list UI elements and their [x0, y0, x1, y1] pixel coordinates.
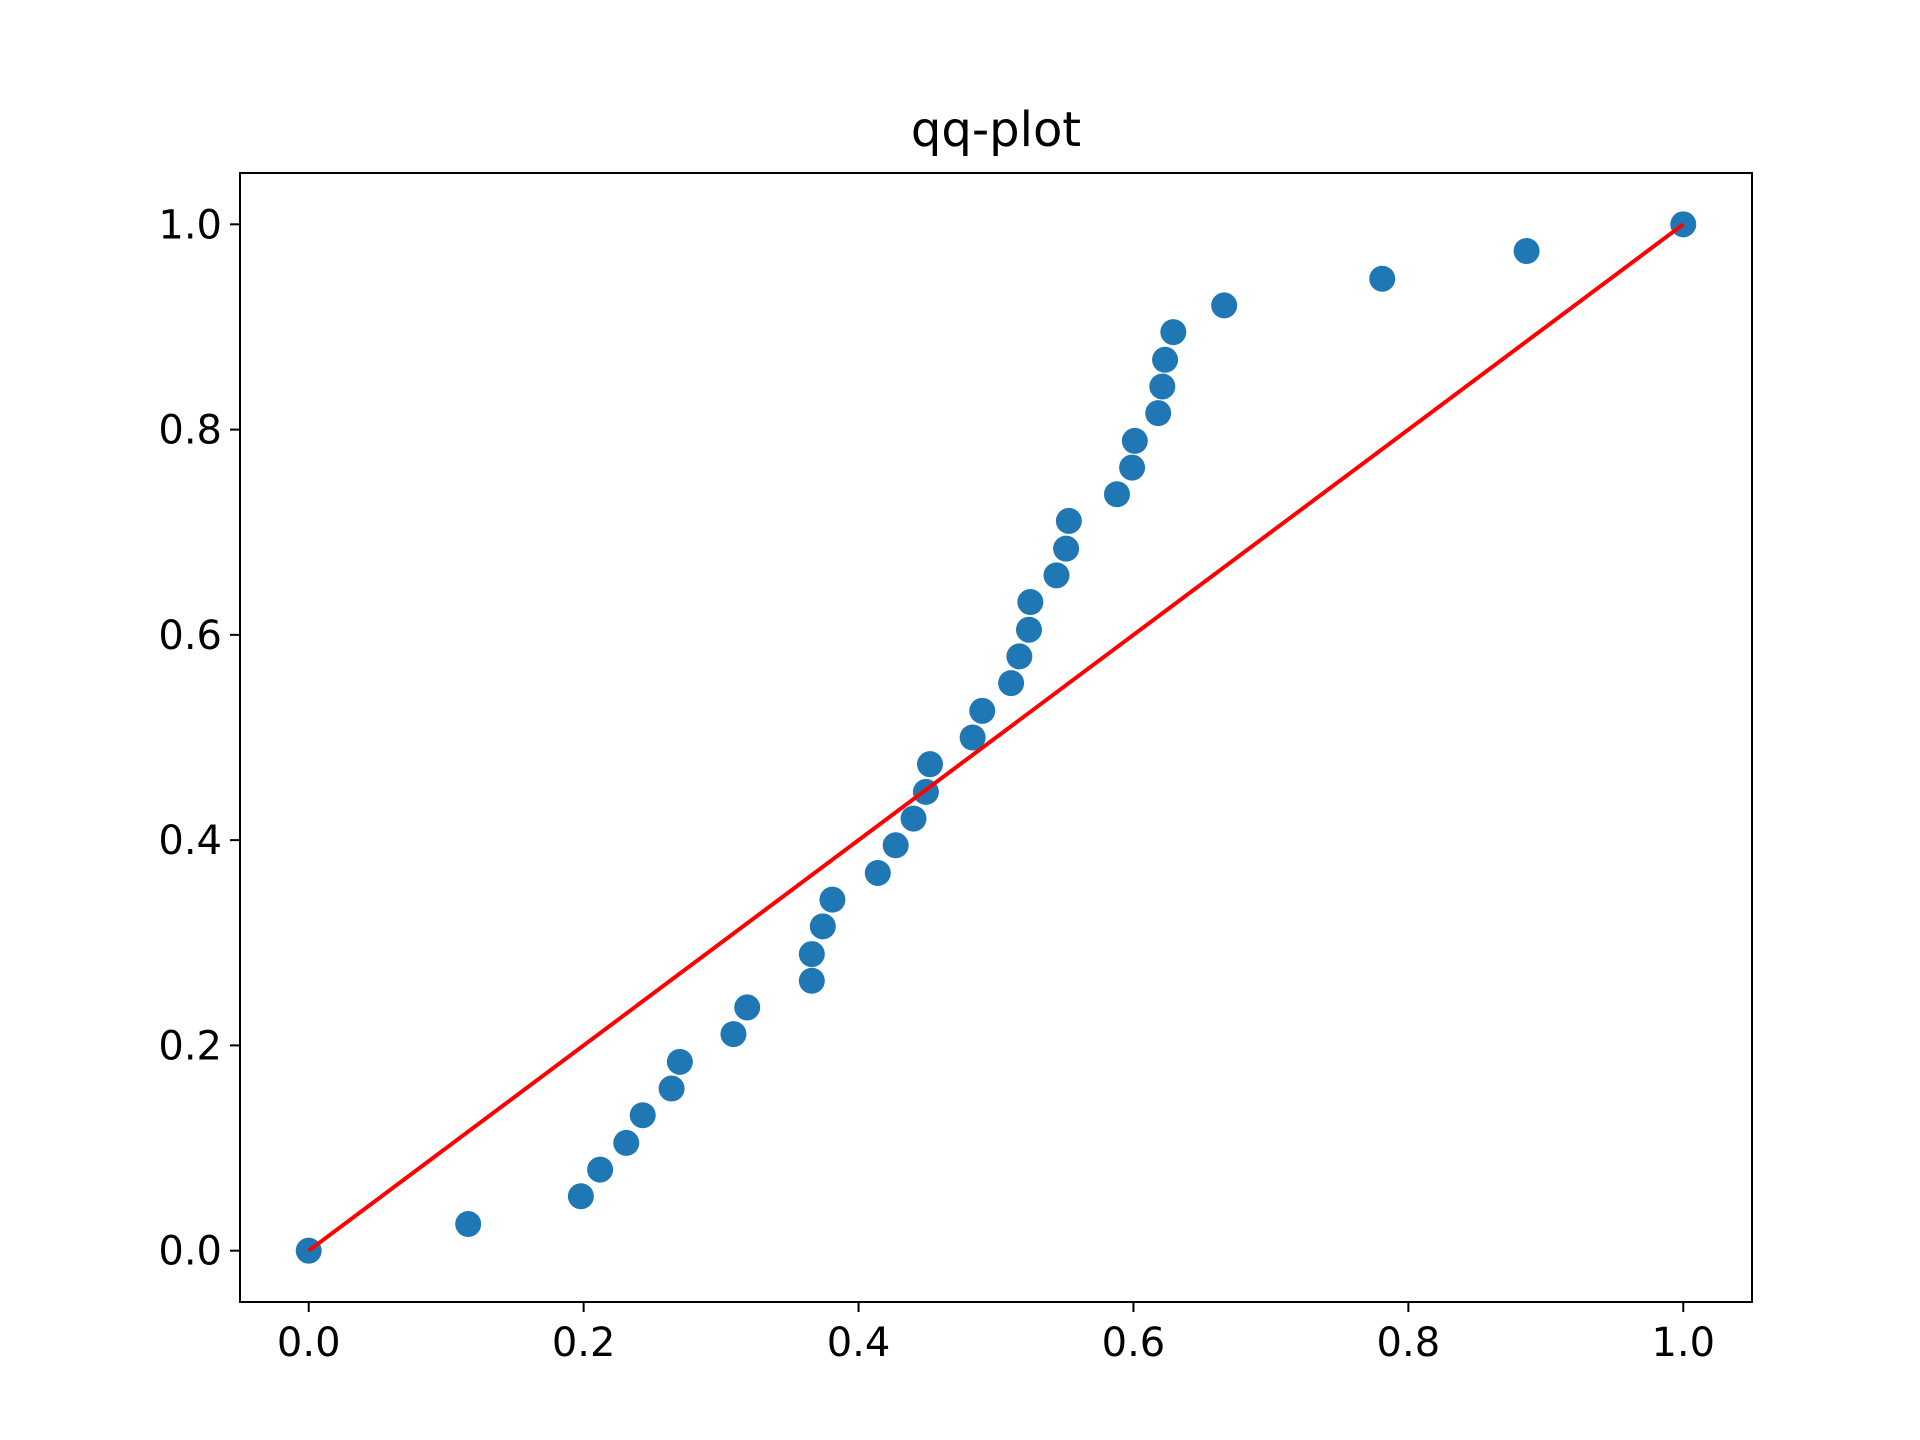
data-point: [1369, 265, 1396, 292]
x-axis: 0.0 0.2 0.4 0.6 0.8 1.0: [277, 1302, 1715, 1366]
data-point: [882, 832, 909, 859]
data-point: [798, 967, 825, 994]
x-tick-label: 0.4: [827, 1320, 891, 1366]
data-point: [1103, 481, 1130, 508]
data-point: [1211, 292, 1238, 319]
data-point: [900, 805, 927, 832]
data-point: [666, 1048, 693, 1075]
data-point: [864, 859, 891, 886]
y-tick-label: 0.2: [158, 1023, 222, 1069]
data-point: [1149, 373, 1176, 400]
data-point: [1152, 346, 1179, 373]
y-tick-label: 0.4: [158, 818, 222, 864]
data-point: [1055, 507, 1082, 534]
x-tick-label: 1.0: [1651, 1320, 1715, 1366]
data-point: [455, 1210, 482, 1237]
x-tick-label: 0.8: [1377, 1320, 1441, 1366]
data-point: [1121, 427, 1148, 454]
y-tick-label: 0.6: [158, 613, 222, 659]
data-point: [629, 1102, 656, 1129]
data-point: [998, 670, 1025, 697]
chart-title: qq-plot: [911, 102, 1081, 158]
x-tick-label: 0.2: [552, 1320, 616, 1366]
data-point: [1053, 535, 1080, 562]
data-point: [819, 886, 846, 913]
y-tick-label: 1.0: [158, 202, 222, 248]
data-point: [1160, 319, 1187, 346]
y-tick-label: 0.8: [158, 408, 222, 454]
data-point: [1043, 562, 1070, 589]
data-point: [917, 751, 944, 778]
data-point: [587, 1156, 614, 1183]
data-point: [658, 1075, 685, 1102]
data-point: [1513, 238, 1540, 265]
data-point: [809, 913, 836, 940]
data-point: [1119, 454, 1146, 481]
data-point: [613, 1129, 640, 1156]
data-point: [1015, 616, 1042, 643]
data-point: [1017, 589, 1044, 616]
data-point: [969, 697, 996, 724]
data-point: [567, 1183, 594, 1210]
data-point: [1145, 400, 1172, 427]
data-point: [734, 994, 761, 1021]
data-point: [798, 941, 825, 968]
plot-area: [295, 211, 1697, 1264]
y-tick-label: 0.0: [158, 1229, 222, 1275]
data-point: [720, 1021, 747, 1048]
axes-frame: [239, 172, 1753, 1303]
x-tick-label: 0.0: [277, 1320, 341, 1366]
x-tick-label: 0.6: [1102, 1320, 1166, 1366]
data-point: [959, 724, 986, 751]
data-point: [1006, 643, 1033, 670]
reference-line: [307, 222, 1685, 1253]
y-axis: 0.0 0.2 0.4 0.6 0.8 1.0: [158, 202, 240, 1275]
